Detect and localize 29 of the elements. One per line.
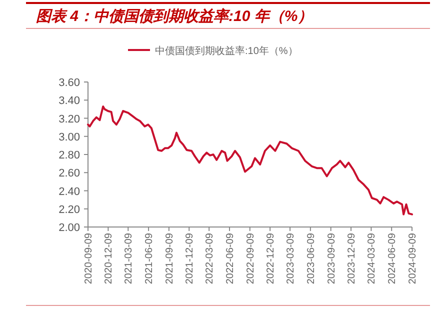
y-tick-label: 2.60 xyxy=(58,168,80,180)
y-tick-label: 2.00 xyxy=(58,222,80,234)
x-tick-label: 2022-06-09 xyxy=(224,232,236,284)
x-tick-label: 2021-03-09 xyxy=(124,232,135,284)
x-tick-label: 2023-12-09 xyxy=(346,232,358,284)
x-tick-label: 2024-06-09 xyxy=(387,232,398,284)
x-tick-label: 2023-03-09 xyxy=(286,232,297,284)
x-tick-label: 2023-06-09 xyxy=(306,232,317,284)
x-tick-label: 2021-12-09 xyxy=(184,232,196,284)
x-tick-label: 2020-12-09 xyxy=(104,232,115,284)
x-tick-label: 2023-09-09 xyxy=(326,232,338,284)
x-tick-label: 2021-09-09 xyxy=(164,232,176,284)
x-tick-label: 2020-09-09 xyxy=(84,232,94,284)
y-tick-label: 3.60 xyxy=(58,77,80,89)
y-tick-label: 3.40 xyxy=(58,95,80,108)
x-tick-label: 2022-09-09 xyxy=(245,232,256,284)
x-tick-label: 2022-12-09 xyxy=(266,232,277,284)
line-series xyxy=(87,105,413,216)
y-tick-label: 2.80 xyxy=(58,150,80,162)
y-tick-label: 3.20 xyxy=(58,113,80,126)
y-tick-label: 2.20 xyxy=(58,204,80,216)
chart-title: 图表 4：中债国债到期收益率:10 年（%） xyxy=(36,7,313,25)
x-tick-label: 2021-06-09 xyxy=(144,232,156,284)
y-tick-label: 2.40 xyxy=(58,186,80,198)
y-tick-label: 3.00 xyxy=(58,131,80,144)
legend-label: 中债国债到期收益率:10年（%） xyxy=(155,45,298,57)
x-tick-label: 2024-03-09 xyxy=(366,232,378,284)
x-tick-label: 2022-03-09 xyxy=(204,232,216,284)
x-tick-label: 2024-09-09 xyxy=(408,232,418,284)
